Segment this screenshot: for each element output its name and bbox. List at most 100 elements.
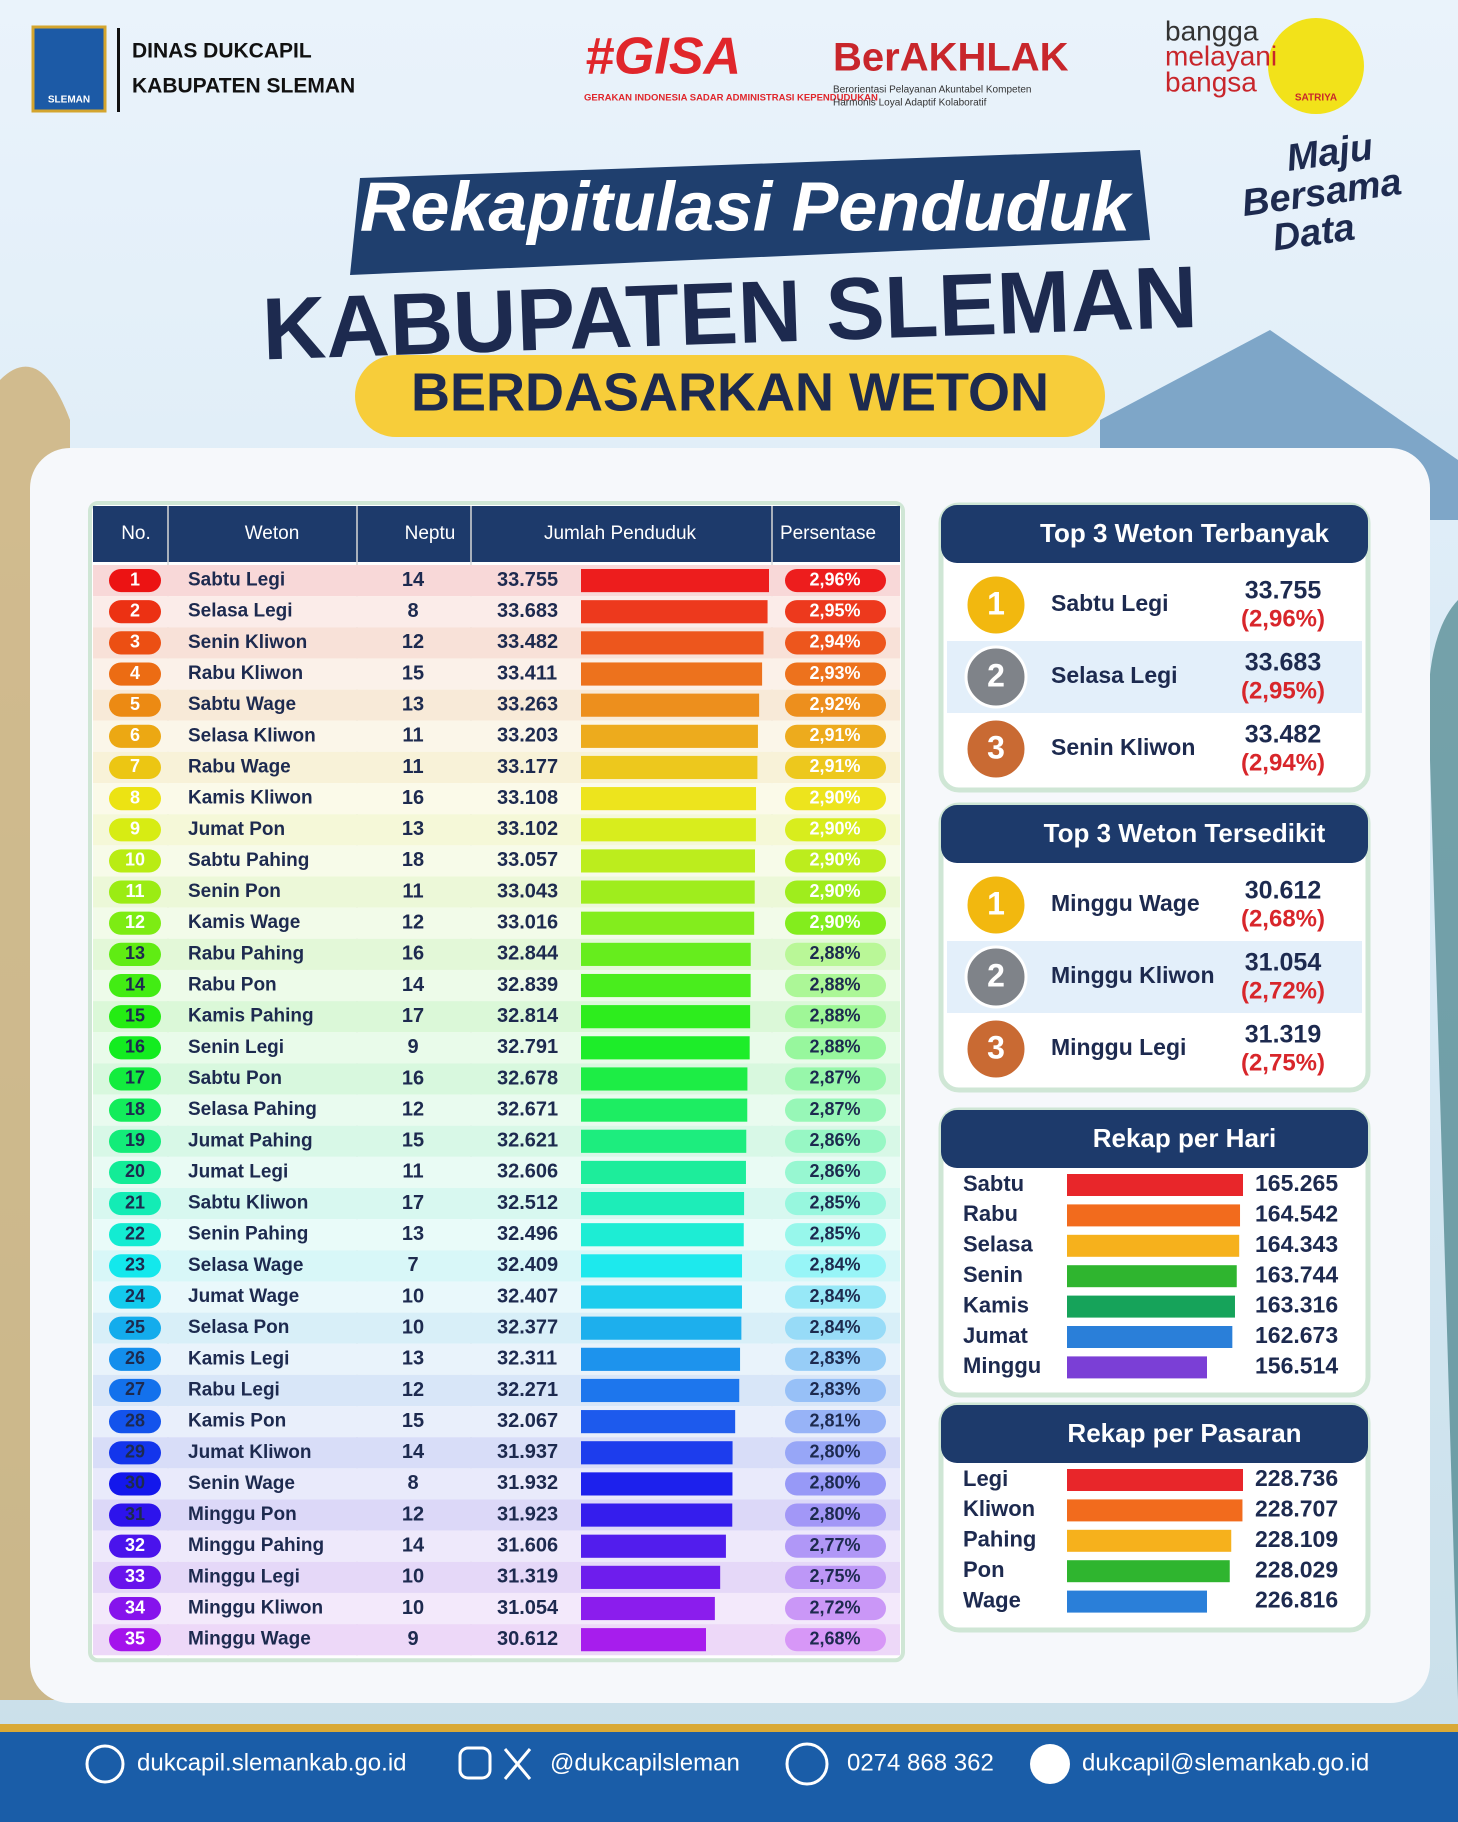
recap-bar — [1067, 1356, 1207, 1379]
percentage: 2,90% — [809, 850, 860, 870]
percentage: 2,77% — [809, 1535, 860, 1555]
rank-badge — [109, 693, 161, 717]
percentage: 2,81% — [809, 1410, 860, 1430]
recap-bar — [1067, 1499, 1243, 1522]
mail-icon — [1030, 1744, 1070, 1784]
divider — [117, 28, 120, 112]
panel-header — [941, 505, 1368, 563]
population: 32.407 — [497, 1285, 558, 1307]
recap-value: 165.265 — [1255, 1170, 1338, 1196]
recap-value: 228.029 — [1255, 1556, 1338, 1582]
percentage: 2,90% — [809, 881, 860, 901]
row-background — [93, 1312, 900, 1344]
population-bar — [581, 755, 758, 780]
weton-name: Selasa Kliwon — [188, 725, 316, 746]
neptu: 18 — [402, 849, 424, 871]
panel-title: Top 3 Weton Tersedikit — [1044, 818, 1326, 848]
percent-pill — [785, 787, 886, 811]
rank-number: 33 — [125, 1566, 145, 1586]
rank-number: 17 — [125, 1068, 145, 1088]
weton-name: Minggu Pon — [188, 1504, 297, 1525]
population: 33.016 — [497, 912, 558, 934]
instagram-icon — [458, 1746, 492, 1780]
population: 31.937 — [497, 1441, 558, 1463]
rank-number: 24 — [125, 1286, 145, 1306]
weton-name: Senin Legi — [188, 1037, 284, 1058]
rank-badge — [109, 1347, 161, 1371]
percent-pill — [785, 1472, 886, 1496]
category: Minggu — [963, 1353, 1041, 1378]
rank-badge — [109, 1254, 161, 1278]
neptu: 13 — [402, 818, 424, 840]
rank-number: 6 — [130, 725, 140, 745]
neptu: 10 — [402, 1597, 424, 1619]
neptu: 16 — [402, 943, 424, 965]
rank-badge — [109, 569, 161, 593]
weton-name: Rabu Wage — [188, 756, 291, 777]
population: 32.067 — [497, 1410, 558, 1432]
percentage: 2,92% — [809, 694, 860, 714]
rank-number: 27 — [125, 1379, 145, 1399]
row-background — [93, 969, 900, 1002]
population-bar — [581, 1565, 721, 1589]
population: 31.923 — [497, 1503, 558, 1525]
rank-badge — [109, 973, 161, 998]
item-value: 33.755 — [1245, 577, 1322, 605]
percent-pill — [785, 724, 886, 748]
neptu: 15 — [402, 662, 424, 684]
weton-name: Kamis Pon — [188, 1411, 286, 1432]
column-header: Weton — [245, 523, 300, 544]
population-bar — [581, 662, 763, 686]
percentage: 2,90% — [809, 819, 860, 839]
rank-number: 22 — [125, 1223, 145, 1243]
percent-pill — [785, 880, 886, 904]
rank-badge — [109, 1410, 161, 1434]
population: 32.791 — [497, 1036, 558, 1058]
weton-name: Selasa Pon — [188, 1317, 289, 1338]
panel-header — [941, 1405, 1368, 1463]
row-background — [93, 1250, 900, 1282]
category: Rabu — [963, 1201, 1018, 1226]
population: 32.671 — [497, 1098, 558, 1120]
category: Pon — [963, 1557, 1005, 1582]
population-bar — [581, 787, 757, 811]
neptu: 9 — [407, 1628, 418, 1650]
weton-name: Kamis Kliwon — [188, 788, 313, 809]
weton-name: Sabtu Wage — [188, 694, 296, 715]
row-background — [93, 1032, 900, 1064]
percentage: 2,84% — [809, 1317, 860, 1337]
rank-number: 32 — [125, 1535, 145, 1555]
phone-icon — [785, 1742, 829, 1786]
email: dukcapil@slemankab.go.id — [1082, 1749, 1369, 1776]
recap-value: 164.343 — [1255, 1231, 1338, 1257]
percent-pill — [785, 1316, 886, 1340]
percent-pill — [785, 1160, 886, 1184]
rank-number: 19 — [125, 1130, 145, 1150]
rank: 2 — [987, 657, 1005, 693]
population-bar — [581, 818, 756, 842]
weton-name: Senin Kliwon — [188, 632, 307, 653]
percentage: 2,87% — [809, 1068, 860, 1088]
rank-number: 1 — [130, 569, 140, 589]
rank-number: 31 — [125, 1504, 145, 1524]
population-bar — [581, 631, 764, 655]
rank-badge — [109, 1441, 161, 1465]
item-percent: (2,68%) — [1241, 905, 1325, 932]
neptu: 15 — [402, 1410, 424, 1432]
row-background — [93, 1001, 900, 1033]
percent-pill — [785, 1098, 886, 1122]
population: 33.057 — [497, 849, 558, 871]
population-bar — [581, 880, 755, 904]
satriya-text: SATRIYA — [1295, 93, 1337, 104]
neptu: 14 — [402, 1441, 425, 1463]
neptu: 11 — [402, 756, 423, 778]
percent-pill — [785, 1410, 886, 1434]
category: Legi — [963, 1466, 1008, 1491]
gisa-subtitle: GERAKAN INDONESIA SADAR ADMINISTRASI KEP… — [584, 93, 878, 104]
rank-number: 26 — [125, 1348, 145, 1368]
population: 32.678 — [497, 1067, 558, 1089]
percentage: 2,72% — [809, 1597, 860, 1617]
recap-bar — [1067, 1560, 1230, 1583]
rank-number: 5 — [130, 694, 140, 714]
